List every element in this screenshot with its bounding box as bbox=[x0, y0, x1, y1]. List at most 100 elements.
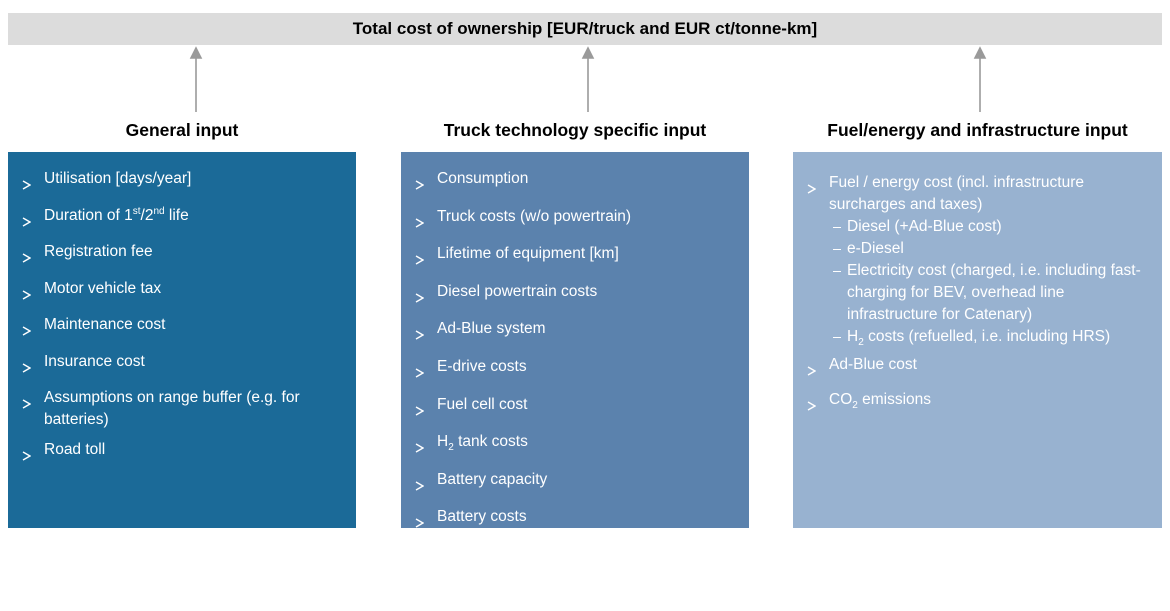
text-run: Road toll bbox=[44, 440, 106, 458]
bullet bbox=[22, 314, 44, 343]
chevron bbox=[415, 518, 425, 528]
sub-item: e-Diesel bbox=[833, 238, 1150, 260]
item-body: Lifetime of equipment [km] bbox=[437, 243, 619, 272]
item-text: Fuel / energy cost (incl. infrastructure… bbox=[829, 172, 1150, 216]
bullet bbox=[415, 431, 437, 460]
dash-line bbox=[833, 337, 841, 339]
chevron bbox=[415, 217, 425, 228]
text-run: emissions bbox=[857, 391, 932, 408]
item-text: Consumption bbox=[437, 168, 528, 190]
item-body: Duration of 1st/2nd life bbox=[44, 205, 189, 234]
list-item: Ad-Blue cost bbox=[807, 354, 1150, 383]
chevron bbox=[807, 366, 817, 376]
item-text: Registration fee bbox=[44, 241, 153, 263]
text-run: Ad-Blue system bbox=[437, 320, 546, 338]
text-run: /2 bbox=[140, 206, 154, 224]
text-run: Lifetime of equipment [km] bbox=[437, 245, 619, 263]
list-item: Catenary equipment costs bbox=[415, 544, 737, 573]
text-run: Fuel / energy cost (incl. infrastructure… bbox=[829, 174, 1084, 213]
text-run: Assumptions on range buffer (e.g. for ba… bbox=[44, 389, 300, 428]
list-item: Weight and payload bbox=[415, 582, 737, 611]
item-text: Weight and payload bbox=[437, 582, 574, 604]
text-run: CO bbox=[829, 391, 853, 408]
text-run: Ad-Blue cost bbox=[829, 356, 917, 373]
bullet bbox=[415, 394, 437, 423]
title-bar: Total cost of ownership [EUR/truck and E… bbox=[8, 13, 1162, 45]
item-body: Fuel / energy cost (incl. infrastructure… bbox=[829, 172, 1150, 348]
item-body: Insurance cost bbox=[44, 351, 145, 380]
bullet bbox=[22, 168, 44, 197]
list-item: Motor vehicle tax bbox=[22, 278, 344, 307]
chevron bbox=[415, 593, 425, 604]
bullet bbox=[415, 206, 437, 235]
item-body: CO2 emissions bbox=[829, 389, 931, 418]
item-text: Assumptions on range buffer (e.g. for ba… bbox=[44, 387, 344, 431]
bullet bbox=[415, 469, 437, 498]
item-body: Catenary equipment costs bbox=[437, 544, 617, 573]
list-item: CO2 emissions bbox=[807, 389, 1150, 418]
chevron bbox=[22, 326, 32, 336]
column-heading: Fuel/energy and infrastructure input bbox=[827, 120, 1128, 140]
item-body: Ad-Blue system bbox=[437, 318, 546, 347]
bullet bbox=[415, 506, 437, 535]
item-text: Insurance cost bbox=[44, 351, 145, 373]
list-item: Diesel powertrain costs bbox=[415, 281, 737, 310]
item-body: Truck costs (w/o powertrain) bbox=[437, 206, 631, 235]
chevron bbox=[415, 180, 425, 190]
column-heading: General input bbox=[125, 120, 239, 140]
column-heading: Truck technology specific input bbox=[443, 120, 707, 140]
bullet bbox=[415, 243, 437, 272]
sub-item: Diesel (+Ad-Blue cost) bbox=[833, 216, 1150, 238]
list-item: Lifetime of equipment [km] bbox=[415, 243, 737, 272]
text-run: Battery costs bbox=[437, 508, 527, 526]
item-text: CO2 emissions bbox=[829, 389, 931, 411]
chevron bbox=[22, 289, 32, 300]
arrow-head bbox=[973, 46, 987, 59]
item-body: Assumptions on range buffer (e.g. for ba… bbox=[44, 387, 344, 431]
item-text: H2 tank costs bbox=[437, 431, 528, 453]
item-text: Diesel powertrain costs bbox=[437, 281, 597, 303]
input-box: Fuel / energy cost (incl. infrastructure… bbox=[793, 152, 1162, 528]
arrow-head bbox=[189, 46, 203, 59]
chevron bbox=[415, 556, 425, 566]
list-item: Duration of 1st/2nd life bbox=[22, 205, 344, 234]
text-run: Duration of 1 bbox=[44, 206, 133, 224]
bullet bbox=[415, 544, 437, 573]
text-run: Battery capacity bbox=[437, 470, 548, 488]
text-run: Diesel (+Ad-Blue cost) bbox=[847, 218, 1002, 235]
dash bbox=[833, 216, 847, 238]
chevron bbox=[807, 401, 817, 411]
item-body: Road toll bbox=[44, 439, 105, 468]
item-body: Ad-Blue cost bbox=[829, 354, 917, 383]
item-body: Registration fee bbox=[44, 241, 153, 270]
item-body: Fuel cell cost bbox=[437, 394, 527, 423]
text-run: life bbox=[164, 206, 189, 224]
list-item: Fuel cell cost bbox=[415, 394, 737, 423]
sub-item: Electricity cost (charged, i.e. includin… bbox=[833, 260, 1150, 326]
chevron bbox=[415, 293, 425, 303]
input-box: Utilisation [days/year] Duration of 1st/2… bbox=[8, 152, 356, 528]
list-item: Truck costs (w/o powertrain) bbox=[415, 206, 737, 235]
item-body: Diesel powertrain costs bbox=[437, 281, 597, 310]
list-item: Fuel / energy cost (incl. infrastructure… bbox=[807, 172, 1150, 348]
text-run: Diesel powertrain costs bbox=[437, 282, 598, 300]
item-text: Catenary equipment costs bbox=[437, 544, 617, 566]
list-item: Registration fee bbox=[22, 241, 344, 270]
chevron bbox=[415, 368, 425, 378]
list-item: Consumption bbox=[415, 168, 737, 197]
item-text: H2 costs (refuelled, i.e. including HRS) bbox=[847, 326, 1110, 348]
title: Total cost of ownership [EUR/truck and E… bbox=[352, 19, 818, 38]
text-run: Fuel cell cost bbox=[437, 395, 528, 413]
item-text: Electricity cost (charged, i.e. includin… bbox=[847, 260, 1150, 326]
bullet bbox=[807, 354, 829, 383]
bullet bbox=[415, 281, 437, 310]
bullet bbox=[22, 439, 44, 468]
item-body: Battery costs bbox=[437, 506, 527, 535]
item-body: Maintenance cost bbox=[44, 314, 166, 343]
dash bbox=[833, 260, 847, 326]
item-text: Truck costs (w/o powertrain) bbox=[437, 206, 631, 228]
page: Total cost of ownership [EUR/truck and E… bbox=[8, 13, 1162, 535]
subscript: 2 bbox=[858, 337, 864, 349]
bullet bbox=[22, 387, 44, 431]
item-body: Utilisation [days/year] bbox=[44, 168, 191, 197]
